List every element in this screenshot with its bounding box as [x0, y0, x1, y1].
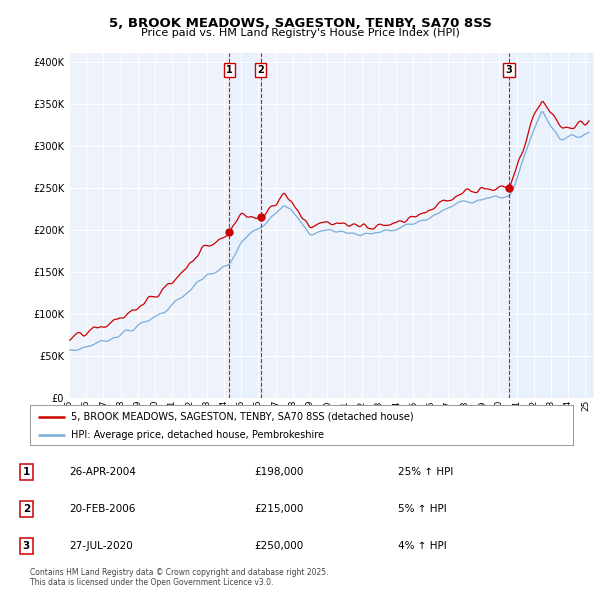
Text: 26-APR-2004: 26-APR-2004: [70, 467, 136, 477]
Text: Contains HM Land Registry data © Crown copyright and database right 2025.
This d: Contains HM Land Registry data © Crown c…: [30, 568, 329, 587]
Text: 1: 1: [226, 65, 233, 75]
Text: HPI: Average price, detached house, Pembrokeshire: HPI: Average price, detached house, Pemb…: [71, 430, 324, 440]
Text: £198,000: £198,000: [254, 467, 303, 477]
Text: Price paid vs. HM Land Registry's House Price Index (HPI): Price paid vs. HM Land Registry's House …: [140, 28, 460, 38]
Bar: [509, 53, 590, 398]
Text: 1: 1: [23, 467, 30, 477]
Text: 2: 2: [23, 504, 30, 514]
Text: 3: 3: [506, 65, 512, 75]
Text: 4% ↑ HPI: 4% ↑ HPI: [398, 540, 446, 550]
Text: 2: 2: [257, 65, 264, 75]
Bar: [229, 53, 260, 398]
Text: 5, BROOK MEADOWS, SAGESTON, TENBY, SA70 8SS (detached house): 5, BROOK MEADOWS, SAGESTON, TENBY, SA70 …: [71, 412, 413, 422]
Text: 5% ↑ HPI: 5% ↑ HPI: [398, 504, 446, 514]
Text: 27-JUL-2020: 27-JUL-2020: [70, 540, 133, 550]
Text: £250,000: £250,000: [254, 540, 303, 550]
Text: 25% ↑ HPI: 25% ↑ HPI: [398, 467, 453, 477]
Text: 5, BROOK MEADOWS, SAGESTON, TENBY, SA70 8SS: 5, BROOK MEADOWS, SAGESTON, TENBY, SA70 …: [109, 17, 491, 30]
Text: 20-FEB-2006: 20-FEB-2006: [70, 504, 136, 514]
Text: £215,000: £215,000: [254, 504, 303, 514]
Text: 3: 3: [23, 540, 30, 550]
